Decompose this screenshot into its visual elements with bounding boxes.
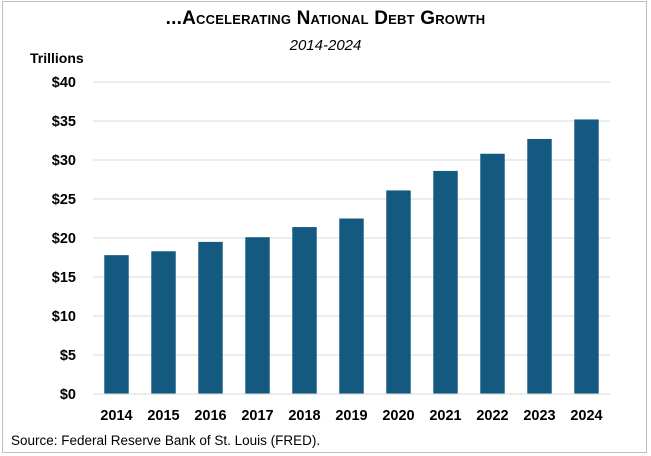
- bar-2018: [292, 227, 317, 394]
- y-tick-label: $0: [60, 387, 76, 403]
- bar-2020: [386, 190, 411, 394]
- y-tick-label: $20: [52, 231, 76, 247]
- y-tick-label: $10: [52, 309, 76, 325]
- chart-subtitle: 2014-2024: [289, 37, 362, 54]
- x-tick-label: 2021: [429, 408, 461, 424]
- x-tick-label: 2020: [382, 408, 414, 424]
- bar-2014: [104, 255, 129, 394]
- x-tick-label: 2017: [241, 408, 273, 424]
- y-axis-tick-labels: $0 $5 $10 $15 $20 $25 $30 $35 $40: [52, 75, 76, 403]
- y-tick-label: $5: [60, 348, 76, 364]
- y-tick-label: $40: [52, 75, 76, 91]
- bar-2021: [433, 170, 458, 394]
- x-tick-label: 2018: [288, 408, 320, 424]
- x-axis-tick-labels: 2014 2015 2016 2017 2018 2019 2020 2021 2022 2023…: [100, 408, 602, 424]
- y-tick-label: $35: [52, 114, 76, 130]
- bar-2023: [527, 138, 552, 394]
- bar-2015: [151, 251, 176, 394]
- y-axis-unit-label: Trillions: [30, 50, 84, 66]
- x-tick-label: 2014: [100, 408, 132, 424]
- bar-2017: [245, 237, 270, 394]
- source-note: Source: Federal Reserve Bank of St. Loui…: [11, 433, 321, 448]
- y-tick-label: $30: [52, 153, 76, 169]
- x-tick-label: 2024: [570, 408, 602, 424]
- x-tick-label: 2016: [194, 408, 226, 424]
- bar-2024: [574, 119, 599, 394]
- x-tick-label: 2023: [523, 408, 555, 424]
- bar-2016: [198, 241, 223, 394]
- x-tick-label: 2015: [147, 408, 179, 424]
- bar-2019: [339, 218, 364, 394]
- x-tick-label: 2019: [335, 408, 367, 424]
- x-tick-label: 2022: [476, 408, 508, 424]
- bars: [104, 119, 599, 394]
- y-tick-label: $15: [52, 270, 76, 286]
- y-tick-label: $25: [52, 192, 76, 208]
- bar-2022: [480, 153, 505, 394]
- chart-title: ...Accelerating National Debt Growth: [165, 8, 486, 29]
